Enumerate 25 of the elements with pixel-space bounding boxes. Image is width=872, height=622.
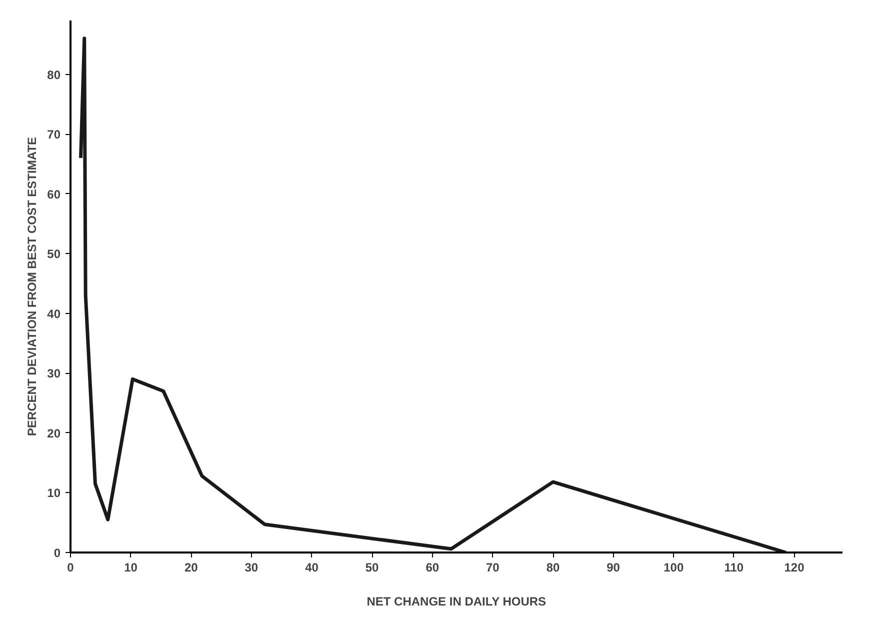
- y-tick-label: 40: [47, 306, 61, 321]
- x-tick-label: 70: [486, 560, 500, 574]
- y-tick-label: 60: [47, 187, 61, 202]
- x-tick-label: 50: [365, 560, 380, 574]
- x-tick-label: 80: [546, 560, 560, 574]
- x-axis-title: NET CHANGE IN DAILY HOURS: [366, 594, 546, 608]
- line-series: [79, 36, 788, 552]
- x-tick-label: 60: [426, 560, 440, 574]
- x-tick-label: 90: [606, 560, 620, 574]
- y-tick-label: 20: [47, 426, 61, 440]
- x-tick-label: 120: [784, 560, 805, 574]
- x-tick-label: 20: [184, 560, 198, 574]
- x-tick-label: 30: [244, 560, 258, 574]
- y-tick-label: 0: [54, 546, 61, 560]
- x-tick-label: 100: [664, 560, 684, 574]
- y-tick-label: 10: [47, 486, 61, 500]
- y-tick-label: 80: [47, 68, 61, 82]
- y-tick-label: 70: [47, 128, 61, 142]
- x-tick-label: 40: [305, 560, 319, 574]
- x-tick-label: 110: [724, 560, 744, 574]
- y-axis-title: PERCENT DEVIATION FROM BEST COST ESTIMATE: [25, 137, 40, 436]
- x-tick-label: 10: [124, 560, 138, 574]
- x-tick-label: 0: [67, 560, 74, 574]
- y-tick-label: 50: [47, 247, 61, 262]
- y-tick-label: 30: [47, 366, 61, 381]
